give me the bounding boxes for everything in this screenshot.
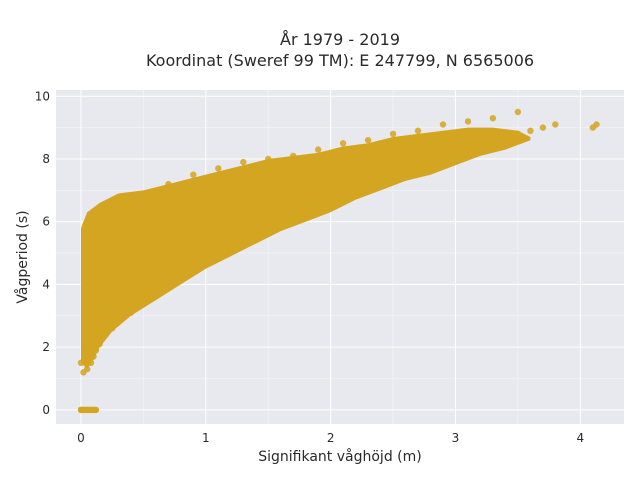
scatter-point xyxy=(152,249,160,257)
scatter-point xyxy=(92,406,100,414)
scatter-point xyxy=(489,115,497,122)
scatter-point xyxy=(84,365,91,373)
scatter-point xyxy=(315,146,322,153)
x-tick-label: 2 xyxy=(327,431,335,445)
scatter-point xyxy=(502,133,509,141)
x-tick-label: 1 xyxy=(202,431,210,445)
scatter-point xyxy=(165,180,172,188)
scatter-point xyxy=(389,162,397,169)
scatter-point xyxy=(265,212,272,219)
scatter-point xyxy=(190,171,197,178)
scatter-point xyxy=(464,140,472,147)
scatter-point xyxy=(593,121,600,128)
scatter-point xyxy=(84,344,91,351)
scatter-point xyxy=(377,165,384,172)
scatter-point xyxy=(439,146,447,153)
chart-title-line-2: Koordinat (Sweref 99 TM): E 247799, N 65… xyxy=(146,51,534,70)
scatter-point xyxy=(87,359,95,366)
scatter-point xyxy=(109,325,116,332)
scatter-point xyxy=(277,206,284,213)
scatter-point xyxy=(427,149,434,156)
scatter-point xyxy=(202,218,209,225)
scatter-point xyxy=(127,275,135,282)
scatter-point xyxy=(527,127,534,134)
scatter-point xyxy=(227,212,234,219)
y-tick-labels: 0 2 4 6 8 10 xyxy=(35,89,50,417)
scatter-point xyxy=(127,309,135,316)
data-points xyxy=(77,108,600,414)
scatter-point xyxy=(102,296,110,304)
scatter-point xyxy=(302,193,309,200)
scatter-point xyxy=(140,296,147,304)
scatter-point xyxy=(77,359,85,366)
scatter-point xyxy=(227,234,234,241)
scatter-point xyxy=(215,243,222,250)
scatter-point xyxy=(252,218,259,225)
scatter-point xyxy=(327,171,334,178)
scatter-point xyxy=(489,137,497,144)
scatter-point xyxy=(339,177,347,185)
y-tick-label: 8 xyxy=(42,152,50,166)
scatter-point xyxy=(514,130,522,138)
x-tick-label: 4 xyxy=(576,431,584,445)
y-tick-label: 6 xyxy=(42,215,50,229)
scatter-point xyxy=(177,234,184,241)
scatter-point xyxy=(152,287,160,294)
scatter-point xyxy=(389,130,397,138)
scatter-point xyxy=(452,143,459,150)
scatter-point xyxy=(96,312,103,319)
y-axis-label: Vågperiod (s) xyxy=(14,210,31,303)
scatter-point xyxy=(389,155,397,163)
scatter-point xyxy=(102,331,110,338)
scatter-point xyxy=(215,165,222,172)
scatter-point xyxy=(140,193,147,200)
scatter-point xyxy=(364,137,372,144)
scatter-point xyxy=(402,158,409,166)
scatter-point xyxy=(327,184,334,191)
scatter-point xyxy=(290,199,297,207)
scatter-point xyxy=(190,259,197,266)
scatter-point xyxy=(514,108,522,116)
x-tick-label: 3 xyxy=(452,431,460,445)
chart-title-line-1: År 1979 - 2019 xyxy=(280,30,400,49)
scatter-point xyxy=(240,158,247,166)
scatter-point xyxy=(115,206,122,213)
scatter-point xyxy=(414,155,422,163)
y-tick-label: 10 xyxy=(35,89,50,103)
scatter-point xyxy=(177,268,184,276)
scatter-point xyxy=(539,124,547,131)
scatter-point xyxy=(464,118,472,125)
scatter-point xyxy=(352,174,359,181)
scatter-point xyxy=(265,155,272,163)
scatter-point xyxy=(92,347,100,354)
scatter-point xyxy=(90,353,97,360)
scatter-point xyxy=(115,315,122,323)
point-cloud-mass xyxy=(81,127,531,370)
scatter-point xyxy=(165,278,172,285)
scatter-point xyxy=(96,340,103,348)
y-tick-label: 4 xyxy=(42,277,50,291)
scatter-point xyxy=(364,168,372,175)
scatter-point xyxy=(414,127,422,134)
scatter-point xyxy=(202,253,209,260)
scatter-point xyxy=(315,190,322,197)
scatter-point xyxy=(265,187,272,194)
y-tick-label: 2 xyxy=(42,340,50,354)
scatter-point xyxy=(439,121,447,128)
x-tick-label: 0 xyxy=(77,431,85,445)
scatter-point xyxy=(477,140,484,147)
x-tick-labels: 0 1 2 3 4 xyxy=(77,431,584,445)
y-tick-label: 0 xyxy=(42,403,50,417)
scatter-point xyxy=(290,152,297,160)
x-axis-label: Signifikant våghöjd (m) xyxy=(258,448,421,465)
scatter-point xyxy=(240,227,247,235)
scatter-point xyxy=(339,140,347,147)
scatter-point xyxy=(90,328,97,335)
scatter-point xyxy=(552,121,559,128)
